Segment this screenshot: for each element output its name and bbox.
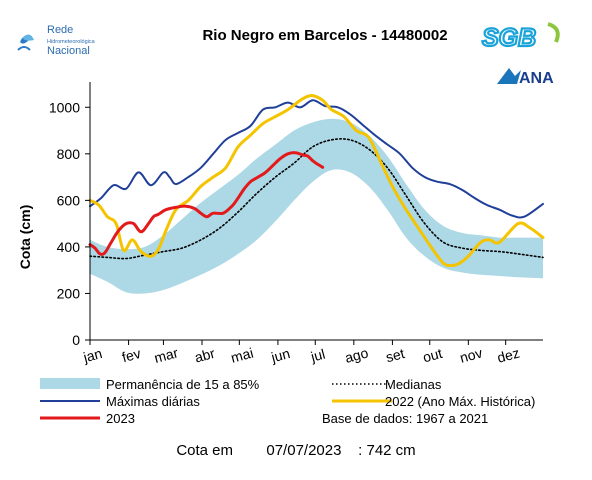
legend-item-2023-label: 2023 [106, 411, 135, 426]
rhn-logo-mark [17, 34, 34, 51]
footer-label: Cota em [176, 442, 234, 459]
sgb-logo-swoosh [547, 22, 560, 43]
series-line-2023 [88, 151, 325, 256]
x-tick-label-jun: jun [269, 345, 292, 366]
x-tick-label-jan: jan [81, 345, 104, 366]
legend-item-2023: 2023 [40, 411, 135, 426]
rhn-line3: Nacional [47, 45, 90, 57]
plot-area [88, 93, 545, 294]
series-band-permanencia [90, 118, 543, 294]
legend-item-maximas-label: Máximas diárias [106, 394, 200, 409]
x-tick-label-dez: dez [495, 345, 521, 366]
sgb-logo: SGB [481, 22, 560, 53]
y-tick-label-400: 400 [57, 239, 81, 255]
rhn-logo: Rede Hidrometeorológica Nacional [17, 24, 96, 57]
x-tick-label-jul: jul [308, 346, 327, 365]
y-tick-label-1000: 1000 [49, 99, 80, 115]
ana-logo: ANA [497, 68, 554, 87]
legend-item-band: Permanência de 15 a 85% [40, 377, 260, 392]
y-tick-label-0: 0 [72, 332, 80, 348]
axes: 0 200 400 600 800 1000 jan fev mar abr mai jun jul ag… [49, 82, 543, 366]
legend: Permanência de 15 a 85% Medianas Máximas d… [40, 377, 535, 426]
ana-logo-text: ANA [519, 70, 554, 87]
series-line-maximas [89, 99, 544, 219]
y-tick-label-800: 800 [57, 146, 81, 162]
legend-item-band-swatch [40, 378, 100, 389]
sgb-logo-text: SGB [482, 24, 536, 52]
x-tick-label-out: out [421, 345, 444, 366]
y-tick-label-600: 600 [57, 192, 81, 208]
rhn-line2: Hidrometeorológica [47, 39, 96, 45]
series-line-2022 [88, 93, 545, 268]
chart-title: Rio Negro em Barcelos - 14480002 [202, 27, 447, 44]
x-tick-label-mai: mai [229, 345, 255, 366]
legend-annotation: Base de dados: 1967 a 2021 [322, 411, 488, 426]
legend-item-medianas: Medianas [332, 377, 442, 392]
legend-item-band-label: Permanência de 15 a 85% [106, 377, 260, 392]
x-tick-label-fev: fev [120, 345, 142, 365]
y-axis-label: Cota (cm) [17, 205, 33, 270]
legend-item-2022: 2022 (Ano Máx. Histórica) [332, 394, 535, 409]
footer: Cota em 07/07/2023 : 742 cm [0, 442, 592, 459]
footer-date: 07/07/2023 [266, 442, 342, 459]
series-line-medianas [89, 138, 544, 260]
legend-item-maximas: Máximas diárias [40, 394, 200, 409]
legend-item-2022-label: 2022 (Ano Máx. Histórica) [385, 394, 535, 409]
footer-value: : 742 cm [358, 442, 416, 459]
x-tick-label-mar: mar [152, 344, 180, 366]
x-tick-label-abr: abr [193, 345, 217, 366]
legend-item-medianas-label: Medianas [385, 377, 442, 392]
chart: Rede Hidrometeorológica Nacional Rio Neg… [17, 22, 560, 426]
rhn-line1: Rede [47, 24, 73, 36]
y-tick-label-200: 200 [57, 285, 81, 301]
x-tick-label-nov: nov [458, 345, 484, 366]
ana-logo-mark [497, 68, 521, 84]
x-tick-label-set: set [384, 345, 406, 365]
x-tick-label-ago: ago [343, 344, 370, 366]
